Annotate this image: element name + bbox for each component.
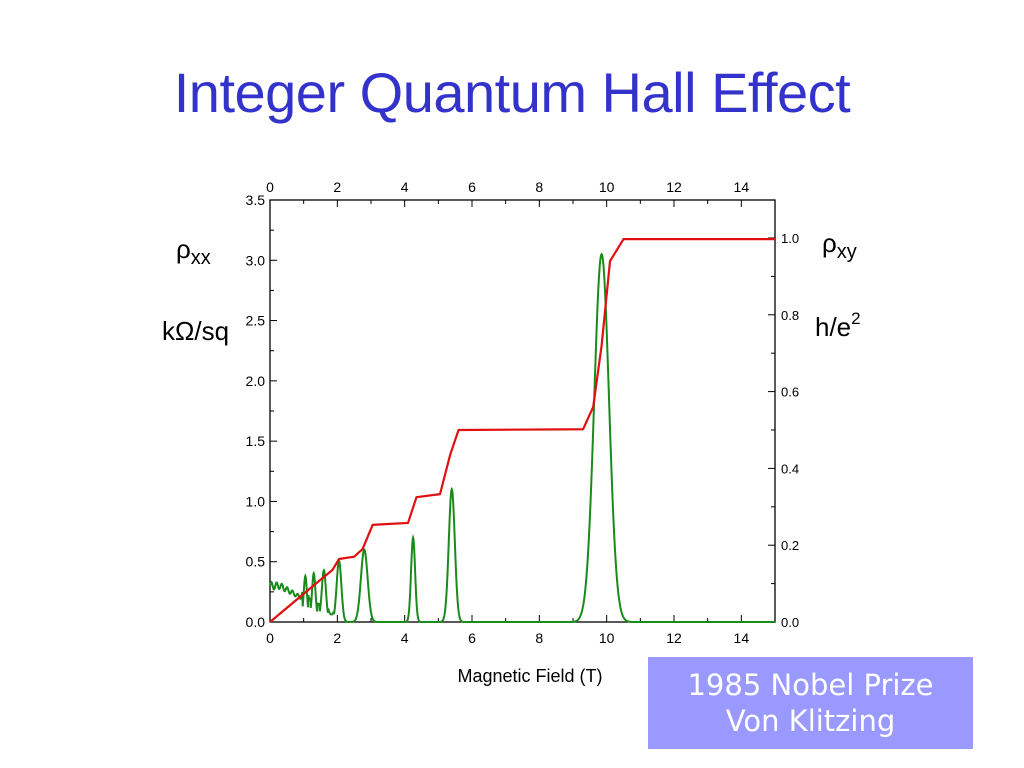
- y-left-tick-label: 0.5: [246, 554, 266, 570]
- y-left-tick-label: 3.5: [246, 192, 266, 208]
- rho-xx-unit: kΩ/sq: [162, 316, 229, 346]
- x-tick-label-bottom: 8: [535, 630, 543, 646]
- rho-xy-symbol: ρ: [822, 228, 837, 258]
- rho-xx-subscript: xx: [191, 247, 211, 269]
- x-tick-label-bottom: 14: [734, 630, 750, 646]
- y-left-tick-label: 1.0: [246, 493, 266, 509]
- y-left-tick-label: 0.0: [246, 614, 266, 630]
- y-right-tick-label: 1.0: [781, 231, 799, 246]
- y-right-tick-label: 0.6: [781, 385, 799, 400]
- x-tick-label-bottom: 10: [599, 630, 615, 646]
- x-tick-label-top: 12: [666, 179, 682, 195]
- axis-ticks: 0 0 2 2 4 4 6 6 8 8 10 10 12 12 14 14 0.0 0.5 1.0 1.5 2.0 2.5…: [246, 179, 800, 646]
- y-left-tick-label: 3.0: [246, 252, 266, 268]
- rho-xy-subscript: xy: [837, 241, 857, 263]
- y-right-tick-label: 0.8: [781, 308, 799, 323]
- x-tick-label-top: 8: [535, 179, 543, 195]
- series-layer: [269, 238, 775, 623]
- callout-line-1: 1985 Nobel Prize: [687, 668, 934, 702]
- rho-xy-unit-base: h/e: [815, 312, 851, 342]
- x-tick-label-top: 0: [266, 179, 274, 195]
- x-tick-label-bottom: 6: [468, 630, 476, 646]
- rho-xy-label: ρxy: [822, 228, 857, 263]
- x-tick-label-top: 10: [599, 179, 615, 195]
- slide-title: Integer Quantum Hall Effect: [173, 61, 851, 124]
- y-right-tick-label: 0.0: [781, 615, 799, 630]
- x-axis-label: Magnetic Field (T): [457, 666, 602, 686]
- x-tick-label-top: 6: [468, 179, 476, 195]
- x-tick-label-bottom: 4: [401, 630, 409, 646]
- series-rho-xx: [269, 252, 775, 623]
- y-right-tick-label: 0.2: [781, 538, 799, 553]
- x-tick-label-top: 2: [333, 179, 341, 195]
- rho-xy-unit: h/e2: [815, 309, 861, 342]
- y-left-tick-label: 2.5: [246, 313, 266, 329]
- series-rho-xy: [269, 238, 775, 623]
- x-tick-label-top: 14: [734, 179, 750, 195]
- y-left-tick-label: 1.5: [246, 433, 266, 449]
- x-tick-label-top: 4: [401, 179, 409, 195]
- callout-line-2: Von Klitzing: [725, 704, 896, 738]
- x-tick-label-bottom: 12: [666, 630, 682, 646]
- nobel-prize-callout: 1985 Nobel Prize Von Klitzing: [648, 657, 973, 749]
- rho-xx-label: ρxx: [176, 234, 211, 269]
- x-tick-label-bottom: 0: [266, 630, 274, 646]
- y-left-tick-label: 2.0: [246, 373, 266, 389]
- rho-xx-symbol: ρ: [176, 234, 191, 264]
- y-right-tick-label: 0.4: [781, 461, 799, 476]
- x-tick-label-bottom: 2: [333, 630, 341, 646]
- rho-xy-unit-sup: 2: [851, 309, 860, 328]
